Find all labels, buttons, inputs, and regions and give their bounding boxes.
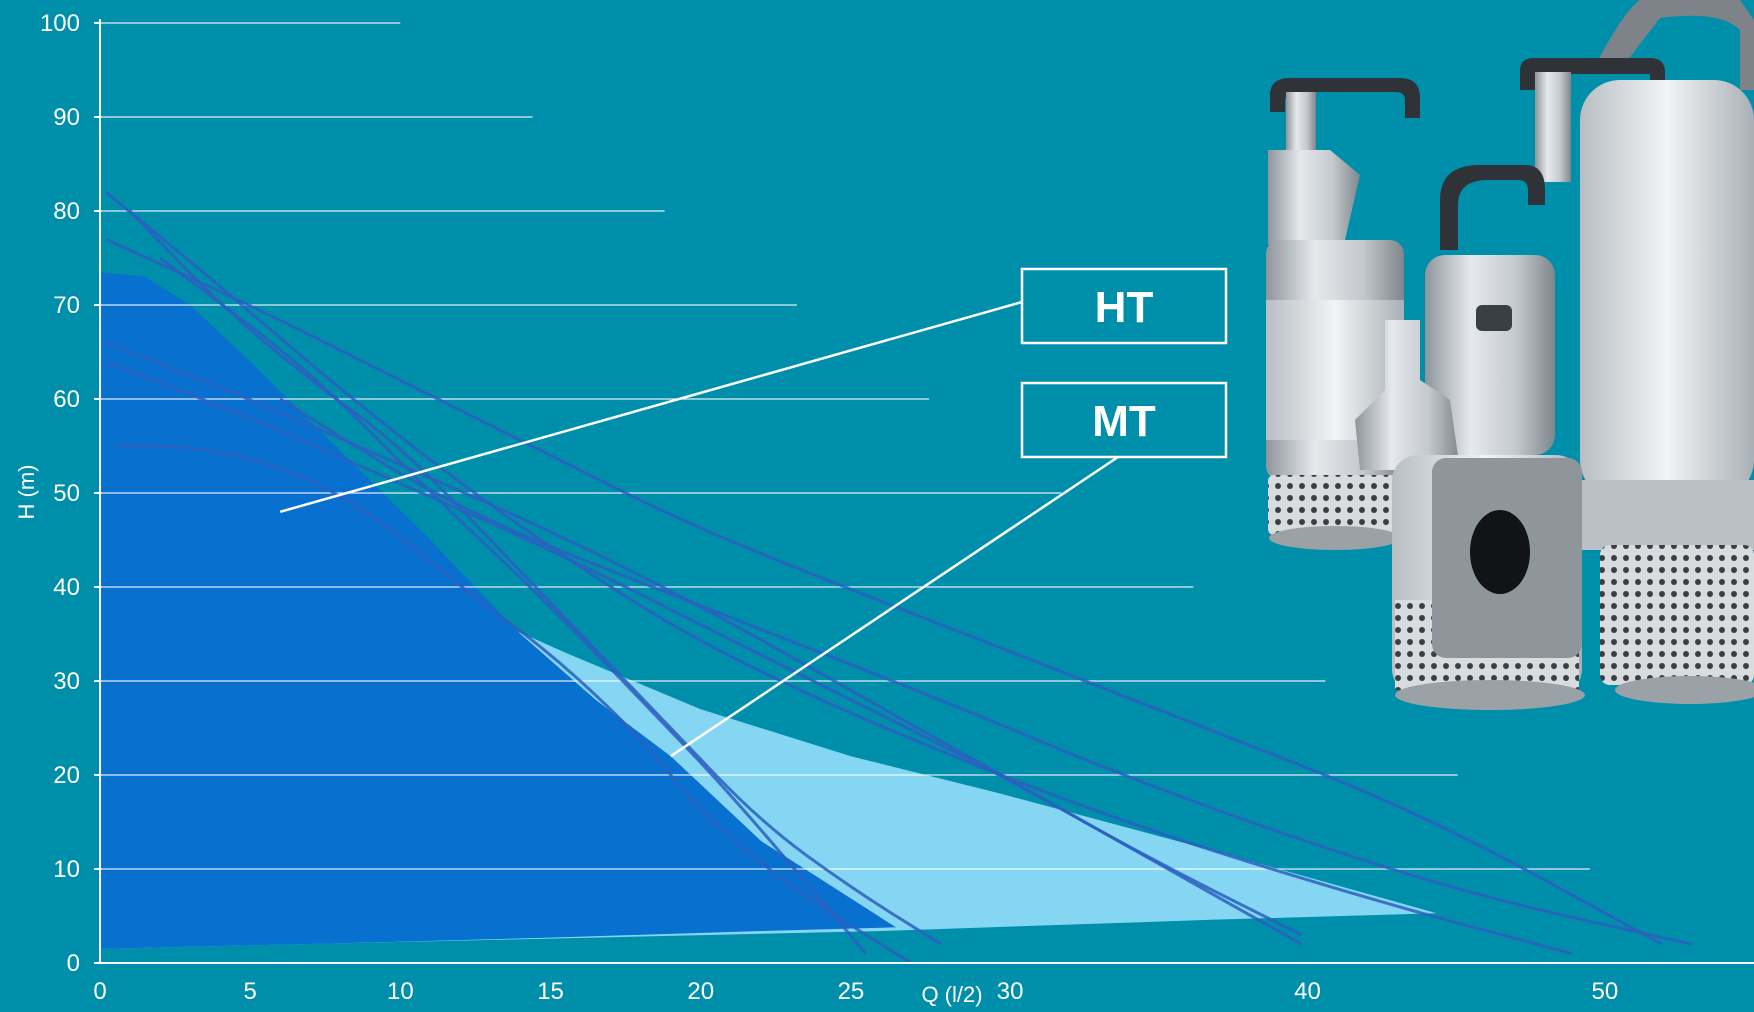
y-tick-label-10: 10 [53, 856, 80, 883]
pump-curve-1 [105, 191, 1573, 956]
x-tick-label-10: 10 [387, 978, 414, 1005]
y-tick-label-40: 40 [53, 574, 80, 601]
pump-middle [1355, 165, 1585, 710]
x-axis-title: Q (l/2) [921, 982, 982, 1007]
y-tick-label-0: 0 [67, 950, 80, 977]
curves-layer [105, 191, 1693, 965]
pump-curve-4 [105, 360, 1303, 937]
pump-product-photo [1266, 0, 1754, 710]
x-tick-label-0: 0 [93, 978, 106, 1005]
callouts-layer: HT MT [279, 267, 1228, 758]
mt-callout-box [1020, 381, 1228, 459]
ht-callout-box [1020, 267, 1228, 345]
x-tick-label-25: 25 [838, 978, 865, 1005]
pump-curve-8 [128, 209, 942, 946]
y-tick-label-50: 50 [53, 480, 80, 507]
pump-curve-2 [105, 237, 1663, 946]
pump-curve-7 [115, 444, 912, 965]
mt-callout-label: MT [1092, 397, 1156, 446]
ht-callout-label: HT [1095, 283, 1154, 332]
pump-curve-5 [159, 256, 868, 955]
pump-right [1520, 0, 1754, 704]
x-tick-label-15: 15 [537, 978, 564, 1005]
y-axis-title: H (m) [14, 465, 39, 520]
y-tick-label-90: 90 [53, 104, 80, 131]
x-tick-label-40: 40 [1294, 978, 1321, 1005]
y-tick-label-80: 80 [53, 198, 80, 225]
axes-layer [99, 19, 1754, 964]
region-ht [100, 272, 896, 949]
pump-curve-6 [279, 397, 1693, 946]
y-tick-label-70: 70 [53, 292, 80, 319]
mt-leader-line [670, 455, 1119, 758]
x-tick-label-5: 5 [244, 978, 257, 1005]
ht-leader-line [279, 300, 1023, 514]
ticks-layer: 0 10 20 30 40 50 60 70 80 90 100 0 5 10 15 20 25 30 40 50 [40, 10, 1618, 1005]
x-tick-label-30: 30 [997, 978, 1024, 1005]
y-tick-label-100: 100 [40, 10, 80, 37]
y-tick-label-30: 30 [53, 668, 80, 695]
grid-layer [100, 22, 1590, 870]
x-tick-label-50: 50 [1592, 978, 1619, 1005]
y-tick-label-20: 20 [53, 762, 80, 789]
x-tick-label-20: 20 [687, 978, 714, 1005]
y-tick-label-60: 60 [53, 386, 80, 413]
